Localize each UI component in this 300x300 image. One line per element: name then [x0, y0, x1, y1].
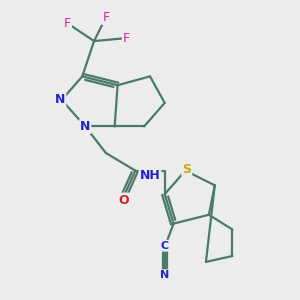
Text: S: S [182, 163, 191, 176]
Text: N: N [55, 93, 65, 106]
Text: NH: NH [140, 169, 160, 182]
Text: F: F [102, 11, 110, 24]
Text: C: C [161, 241, 169, 251]
Text: O: O [118, 194, 129, 207]
Text: F: F [123, 32, 130, 45]
Text: N: N [80, 120, 90, 133]
Text: F: F [64, 17, 71, 30]
Text: N: N [160, 270, 169, 280]
